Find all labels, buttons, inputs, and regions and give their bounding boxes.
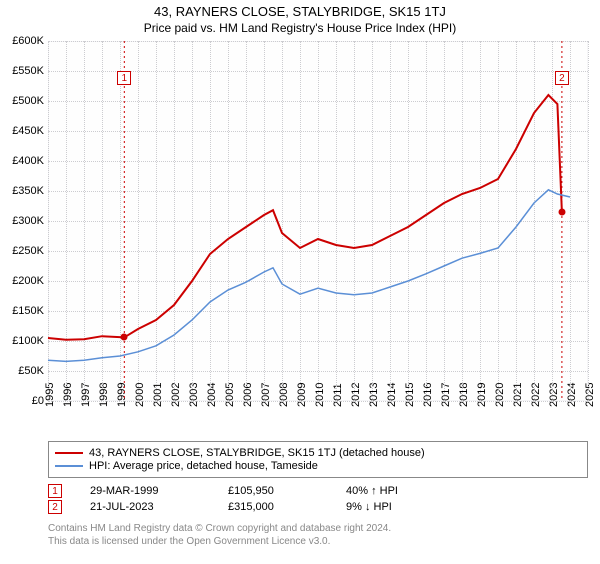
chart-svg (48, 41, 588, 401)
y-tick-label: £300K (12, 215, 48, 227)
y-tick-label: £600K (12, 35, 48, 47)
sale-index-box: 1 (48, 484, 62, 498)
sale-index-box: 2 (48, 500, 62, 514)
sale-date: 29-MAR-1999 (90, 485, 200, 497)
legend-item: 43, RAYNERS CLOSE, STALYBRIDGE, SK15 1TJ… (55, 447, 581, 459)
y-tick-label: £450K (12, 125, 48, 137)
sale-date: 21-JUL-2023 (90, 501, 200, 513)
y-tick-label: £100K (12, 335, 48, 347)
chart-area: £0£50K£100K£150K£200K£250K£300K£350K£400… (48, 41, 588, 401)
legend-label: 43, RAYNERS CLOSE, STALYBRIDGE, SK15 1TJ… (89, 447, 425, 459)
sale-marker-box: 1 (117, 71, 131, 85)
series-line (48, 95, 562, 340)
y-tick-label: £250K (12, 245, 48, 257)
y-tick-label: £350K (12, 185, 48, 197)
legend: 43, RAYNERS CLOSE, STALYBRIDGE, SK15 1TJ… (48, 441, 588, 478)
sale-vs-hpi: 40% ↑ HPI (346, 485, 398, 497)
legend-swatch (55, 452, 83, 454)
legend-label: HPI: Average price, detached house, Tame… (89, 460, 318, 472)
chart-subtitle: Price paid vs. HM Land Registry's House … (0, 21, 600, 35)
legend-swatch (55, 465, 83, 467)
grid-line-h (48, 401, 588, 402)
y-tick-label: £400K (12, 155, 48, 167)
sale-vs-hpi: 9% ↓ HPI (346, 501, 392, 513)
sale-marker-box: 2 (555, 71, 569, 85)
chart-title: 43, RAYNERS CLOSE, STALYBRIDGE, SK15 1TJ (0, 4, 600, 19)
sale-row: 2 21-JUL-2023 £315,000 9% ↓ HPI (48, 500, 588, 514)
y-tick-label: £200K (12, 275, 48, 287)
sale-marker-dot (121, 334, 128, 341)
y-tick-label: £500K (12, 95, 48, 107)
sale-price: £315,000 (228, 501, 318, 513)
sale-marker-dot (558, 209, 565, 216)
y-tick-label: £550K (12, 65, 48, 77)
sale-row: 1 29-MAR-1999 £105,950 40% ↑ HPI (48, 484, 588, 498)
attribution-line1: Contains HM Land Registry data © Crown c… (48, 522, 588, 535)
y-tick-label: £50K (18, 365, 48, 377)
grid-line-v (588, 41, 589, 401)
sales-table: 1 29-MAR-1999 £105,950 40% ↑ HPI 2 21-JUL-202… (48, 484, 588, 514)
attribution-line2: This data is licensed under the Open Gov… (48, 535, 588, 548)
legend-item: HPI: Average price, detached house, Tame… (55, 460, 581, 472)
y-tick-label: £150K (12, 305, 48, 317)
attribution: Contains HM Land Registry data © Crown c… (48, 522, 588, 548)
sale-price: £105,950 (228, 485, 318, 497)
